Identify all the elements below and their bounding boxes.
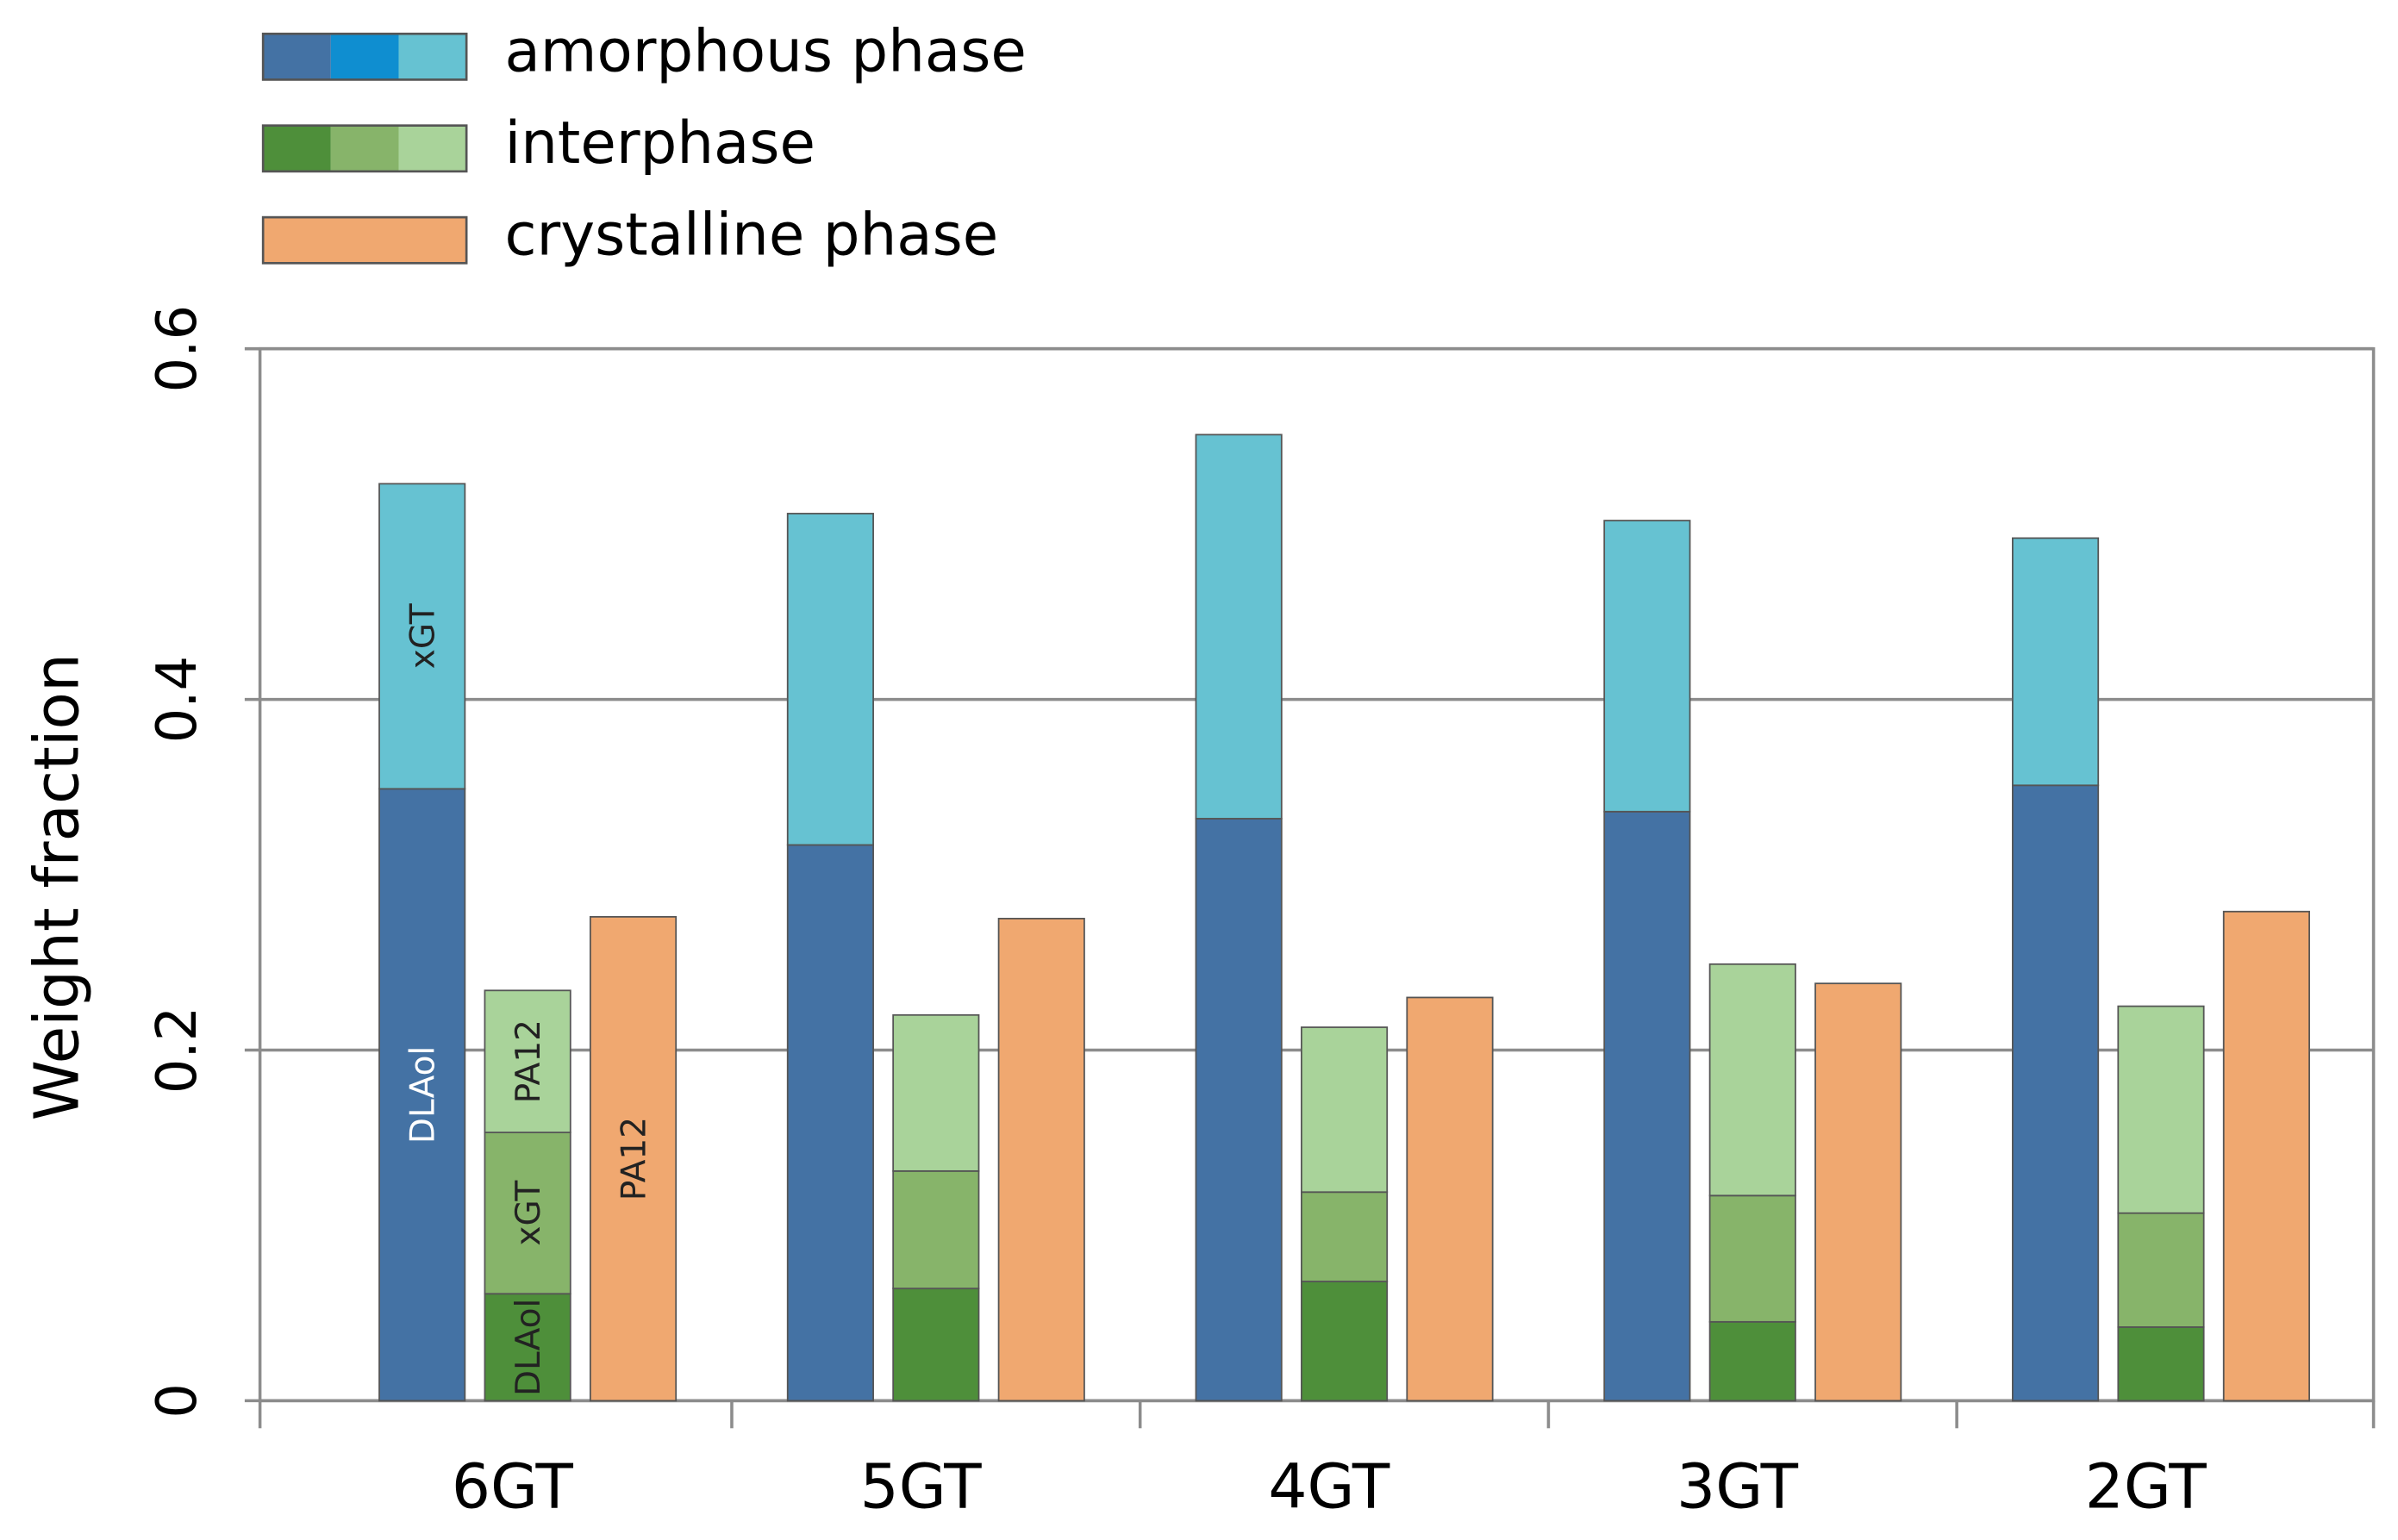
bar-segment bbox=[1708, 1194, 1796, 1323]
segment-label: xGT bbox=[404, 603, 443, 669]
y-tick-label: 0.6 bbox=[146, 305, 209, 393]
bar-segment bbox=[378, 483, 466, 790]
bar-segment bbox=[786, 844, 874, 1402]
legend-swatch bbox=[263, 217, 467, 264]
legend-swatch bbox=[398, 125, 467, 171]
bar-segment bbox=[1708, 963, 1796, 1197]
x-tick-label: 6GT bbox=[452, 1451, 574, 1523]
bar-segment bbox=[2117, 1326, 2205, 1402]
x-tick-label: 4GT bbox=[1268, 1451, 1390, 1523]
legend-swatch bbox=[330, 125, 399, 171]
legend-swatch-border bbox=[261, 215, 468, 265]
segment-label: xGT bbox=[509, 1181, 548, 1246]
legend-swatch bbox=[263, 34, 331, 80]
legend-swatch bbox=[263, 125, 331, 171]
y-axis-label: Weight fraction bbox=[22, 653, 93, 1120]
bar-segment bbox=[1708, 1320, 1796, 1402]
y-tick-label: 0.4 bbox=[146, 656, 209, 744]
bar-segment bbox=[1195, 433, 1283, 820]
segment-label: DLAol bbox=[509, 1299, 548, 1396]
legend-swatch-border bbox=[261, 32, 468, 81]
bar-segment bbox=[1195, 818, 1283, 1402]
x-tick-label: 5GT bbox=[860, 1451, 983, 1523]
x-tick-label: 2GT bbox=[2085, 1451, 2208, 1523]
legend-swatch bbox=[398, 34, 467, 80]
bar-segment bbox=[892, 1169, 980, 1290]
bar-segment bbox=[786, 513, 874, 846]
bar-segment bbox=[2117, 1005, 2205, 1214]
segment-label: PA12 bbox=[615, 1117, 654, 1200]
bar-segment bbox=[2012, 537, 2100, 787]
segment-label: PA12 bbox=[509, 1019, 548, 1103]
legend-swatch bbox=[330, 34, 399, 80]
bar-segment bbox=[1603, 520, 1691, 813]
bar-segment bbox=[378, 788, 466, 1402]
y-tick-label: 0.2 bbox=[146, 1007, 209, 1094]
bar-segment bbox=[997, 918, 1085, 1402]
legend-label: interphase bbox=[504, 109, 815, 177]
bar-segment bbox=[1300, 1191, 1389, 1282]
bar-segment bbox=[2222, 910, 2310, 1402]
legend-label: crystalline phase bbox=[504, 201, 998, 269]
bar-segment bbox=[1814, 982, 1902, 1402]
legend-swatch-border bbox=[261, 124, 468, 173]
bar-segment bbox=[1300, 1026, 1389, 1194]
bar-segment bbox=[2012, 784, 2100, 1402]
bar-segment bbox=[2117, 1212, 2205, 1328]
bar-segment bbox=[892, 1287, 980, 1402]
bar-segment bbox=[1603, 810, 1691, 1402]
y-tick-label: 0 bbox=[146, 1383, 209, 1418]
bar-segment bbox=[484, 989, 571, 1133]
bar-segment bbox=[892, 1013, 980, 1172]
segment-label: DLAol bbox=[404, 1046, 443, 1144]
bar-segment bbox=[1406, 996, 1494, 1402]
legend-label: amorphous phase bbox=[504, 17, 1026, 85]
bar-segment bbox=[589, 915, 678, 1402]
x-tick-label: 3GT bbox=[1677, 1451, 1799, 1523]
bar-segment bbox=[1300, 1281, 1389, 1402]
